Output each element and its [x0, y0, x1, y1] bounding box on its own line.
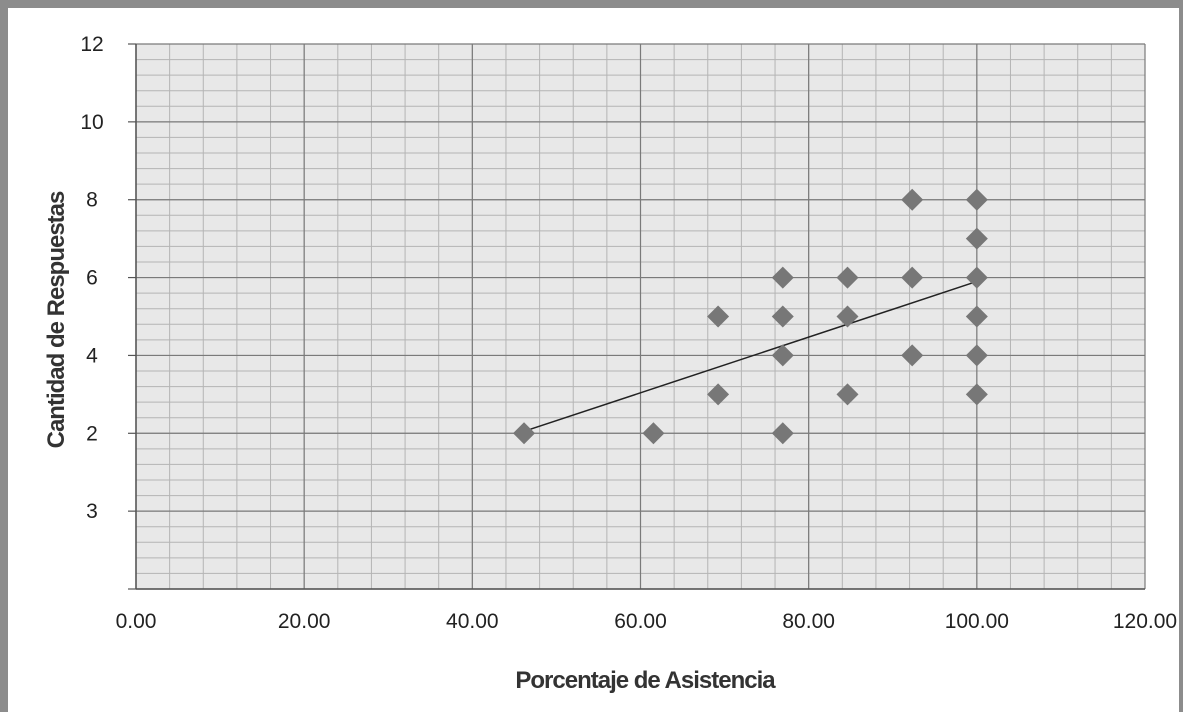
data-point: [965, 305, 988, 328]
data-point: [771, 266, 794, 289]
x-tick-label: 60.00: [614, 610, 667, 633]
y-axis-title: Cantidad de Respuestas: [43, 191, 70, 448]
data-point: [771, 305, 794, 328]
data-point: [513, 422, 536, 445]
x-tick-label: 80.00: [782, 610, 835, 633]
y-tick-label: 8: [86, 189, 98, 212]
data-point: [901, 344, 924, 367]
y-tick-label: 2: [86, 422, 98, 445]
data-point: [901, 188, 924, 211]
data-point: [965, 344, 988, 367]
data-point: [965, 383, 988, 406]
x-axis-title: Porcentaje de Asistencia: [515, 667, 776, 694]
y-tick-label: 4: [86, 344, 98, 367]
y-tick-label: 3: [86, 500, 98, 523]
x-tick-label: 20.00: [278, 610, 331, 633]
data-point: [836, 305, 859, 328]
data-point: [642, 422, 665, 445]
data-points: [513, 188, 988, 445]
data-point: [901, 266, 924, 289]
data-point: [771, 344, 794, 367]
data-point: [771, 422, 794, 445]
data-point: [707, 305, 730, 328]
trendline: [523, 280, 978, 433]
data-point: [836, 383, 859, 406]
axes: [128, 43, 1145, 590]
y-tick-label: 10: [80, 111, 103, 134]
x-tick-labels: 0.00 20.00 40.00 60.00 80.00 100.00 120.00: [116, 610, 1178, 633]
data-point: [707, 383, 730, 406]
trendline-group: [523, 280, 978, 433]
x-tick-label: 40.00: [446, 610, 499, 633]
data-point: [965, 266, 988, 289]
x-tick-label: 100.00: [945, 610, 1009, 633]
data-point: [836, 266, 859, 289]
x-tick-label: 0.00: [116, 610, 157, 633]
data-point: [965, 227, 988, 250]
y-tick-label: 12: [80, 33, 103, 56]
y-tick-label: 6: [86, 267, 98, 290]
y-tick-labels: 3 2 4 6 8 10 12: [80, 33, 103, 523]
data-point: [965, 188, 988, 211]
x-tick-label: 120.00: [1113, 610, 1177, 633]
